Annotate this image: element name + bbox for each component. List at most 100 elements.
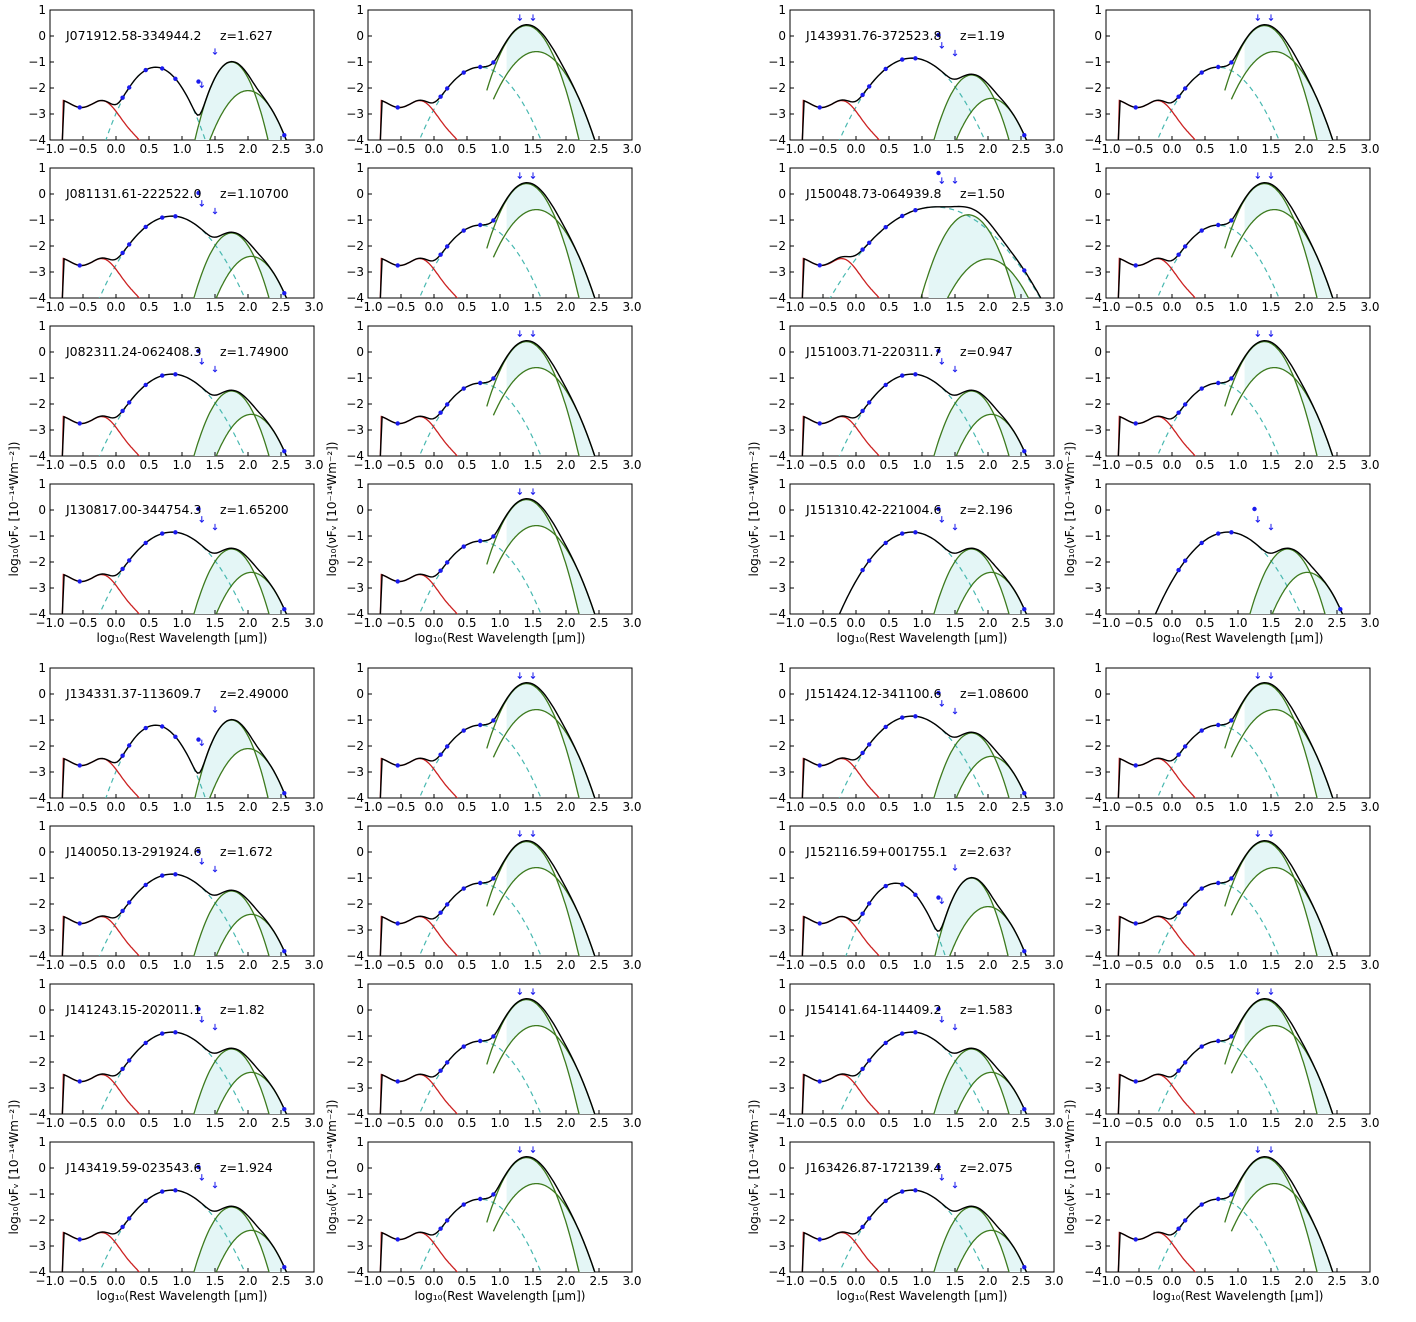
y-tick-label: −2 [768,81,786,95]
photometry-point [883,382,888,388]
photometry-point [282,791,287,796]
upper-limit-arrow [212,523,218,531]
photometry-point [600,636,604,640]
y-tick-label: −2 [1084,1055,1102,1069]
y-tick-label: −4 [28,133,46,147]
photometry-point [160,1031,165,1036]
x-tick-label: 1.5 [945,142,964,156]
x-tick-label: 2.5 [589,800,608,814]
y-tick-label: −3 [1084,581,1102,595]
photometry-point [77,263,82,268]
total-sed-line [801,373,1028,456]
x-tick-label: 1.5 [945,800,964,814]
photometry-point [883,883,888,889]
sed-panel-8: −1.0 −0.5 0.0 0.5 1.0 1.5 2.0 2.5 3.0 −4 −3 −2 −1 0 1 J… [28,319,323,472]
cold-dust-component-line [955,571,1028,614]
torus-component-line [1156,1198,1280,1272]
x-tick-label: 3.0 [622,1274,641,1288]
x-tick-label: 2.0 [978,142,997,156]
x-tick-label: 2.0 [1294,142,1313,156]
x-tick-label: 2.5 [1327,142,1346,156]
plot-area [801,1164,1028,1272]
y-tick-label: −2 [346,1055,364,1069]
sed-panel-20: −1.0 −0.5 0.0 0.5 1.0 1.5 2.0 2.5 3.0 −4 −3 −2 −1 0 1 J… [28,819,323,972]
y-tick-label: −4 [768,1107,786,1121]
total-sed-line [1117,181,1334,298]
plot-area [61,48,287,140]
y-tick-label: 1 [356,661,364,675]
y-tick-label: 0 [38,1003,46,1017]
x-tick-label: 0.5 [139,616,158,630]
photometry-point [77,921,82,926]
cold-dust-component-line [1230,866,1334,956]
photometry-point [445,86,450,91]
x-tick-label: 3.0 [304,958,323,972]
x-tick-label: 2.0 [1294,1274,1313,1288]
photometry-point [1134,663,1138,667]
x-tick-label: 0.5 [457,142,476,156]
upper-limit-arrow [1268,172,1274,180]
x-tick-label: −0.5 [386,800,415,814]
photometry-point [900,373,905,378]
total-sed-line [379,681,596,798]
y-tick-label: 1 [38,3,46,17]
x-tick-label: 2.0 [1294,300,1313,314]
sed-panel-19: −1.0 −0.5 0.0 0.5 1.0 1.5 2.0 2.5 3.0 −4 −3 −2 −1 0 1 [1084,661,1379,814]
upper-limit-arrow [952,864,958,872]
cold-dust-component-line [1230,708,1334,798]
photometry-point [817,105,822,110]
y-tick-label: −2 [768,739,786,753]
y-tick-label: −4 [768,133,786,147]
cold-dust-component-line [1230,208,1334,298]
upper-limit-arrow [952,1181,958,1189]
x-tick-label: 3.0 [1360,958,1379,972]
x-tick-label: −0.5 [386,1116,415,1130]
upper-limit-arrow [1268,988,1274,996]
photometry-point [913,208,918,213]
x-tick-label: 0.0 [846,458,865,472]
y-tick-label: −2 [346,1213,364,1227]
y-tick-label: −2 [1084,239,1102,253]
plot-area [1134,506,1344,667]
y-tick-label: −4 [768,449,786,463]
x-tick-label: 3.0 [1360,800,1379,814]
y-tick-label: −3 [768,765,786,779]
torus-component-line [418,66,542,140]
x-tick-label: 2.5 [589,300,608,314]
photometry-point [1216,722,1221,728]
photometry-point [1176,567,1181,573]
y-tick-label: −3 [28,765,46,779]
x-tick-label: 0.5 [879,958,898,972]
x-tick-label: 2.0 [238,458,257,472]
dust-shaded-region [506,683,595,798]
x-tick-label: 0.0 [846,300,865,314]
photometry-point [867,901,872,906]
x-tick-label: 0.5 [139,958,158,972]
y-tick-label: 0 [778,345,786,359]
total-sed-line [61,373,288,456]
cold-dust-component-line [1230,50,1334,140]
y-tick-label: −1 [346,713,364,727]
x-tick-label: −1.0 [35,800,64,814]
x-tick-label: 1.0 [912,300,931,314]
hot-dust-component-line [193,1206,270,1272]
y-tick-label: 0 [778,845,786,859]
hot-dust-component-line [934,877,1009,956]
total-sed-line [379,1155,596,1272]
y-tick-label: −1 [28,1029,46,1043]
photometry-point [1176,752,1181,757]
photometry-point [143,382,148,388]
plot-area [61,506,288,614]
x-tick-label: 2.5 [271,1116,290,1130]
photometry-point [196,1006,201,1012]
cold-dust-component-line [1230,366,1334,456]
sed-panel-15: −1.0 −0.5 0.0 0.5 1.0 1.5 2.0 2.5 3.0 −4 −3 −2 −1 0 1 l… [1063,442,1380,667]
photometry-point [1338,1136,1342,1140]
photometry-point [160,873,165,878]
sed-panel-27: −1.0 −0.5 0.0 0.5 1.0 1.5 2.0 2.5 3.0 −4 −3 −2 −1 0 1 [1084,977,1379,1140]
x-tick-label: 0.0 [424,1274,443,1288]
y-tick-label: −2 [768,397,786,411]
photometry-point [478,222,483,228]
y-tick-label: −2 [768,555,786,569]
cold-dust-component-line [209,747,287,798]
